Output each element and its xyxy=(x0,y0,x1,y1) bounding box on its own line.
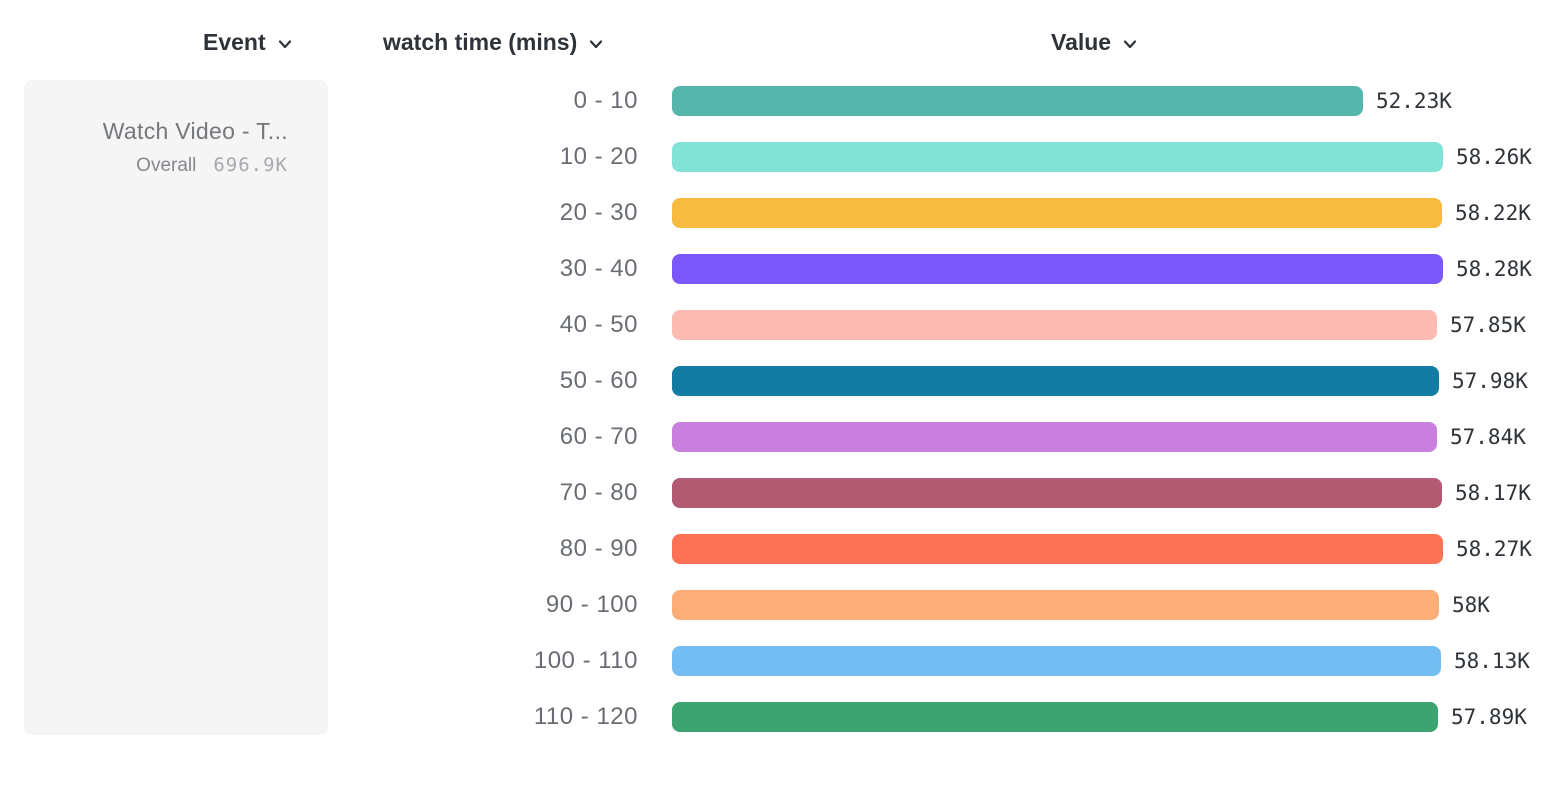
chart-row: 70 - 80 58.17K xyxy=(0,478,1568,508)
value-bar[interactable] xyxy=(672,366,1439,396)
value-bar[interactable] xyxy=(672,478,1442,508)
value-bar[interactable] xyxy=(672,534,1443,564)
bar-chart: 0 - 10 52.23K 10 - 20 58.26K 20 - 30 58.22K 30… xyxy=(0,86,1568,758)
bucket-label: 30 - 40 xyxy=(559,255,638,282)
event-column-header[interactable]: Event xyxy=(203,26,293,58)
bucket-label: 40 - 50 xyxy=(559,311,638,338)
chart-row: 30 - 40 58.28K xyxy=(0,254,1568,284)
chart-row: 40 - 50 57.85K xyxy=(0,310,1568,340)
bucket-label: 10 - 20 xyxy=(559,143,638,170)
event-title: Watch Video - T... xyxy=(102,118,288,144)
value-bar[interactable] xyxy=(672,254,1443,284)
value-bar[interactable] xyxy=(672,86,1363,116)
value-label: 57.89K xyxy=(1451,705,1527,729)
bucket-label: 70 - 80 xyxy=(559,479,638,506)
value-bar[interactable] xyxy=(672,198,1442,228)
value-label: 58.28K xyxy=(1456,257,1532,281)
value-label: 58.26K xyxy=(1456,145,1532,169)
value-label: 57.85K xyxy=(1450,313,1526,337)
value-label: 52.23K xyxy=(1376,89,1452,113)
bucket-label: 100 - 110 xyxy=(533,647,638,674)
chevron-down-icon xyxy=(277,36,293,52)
value-label: 57.98K xyxy=(1452,369,1528,393)
overall-label: Overall xyxy=(136,155,197,176)
value-bar[interactable] xyxy=(672,646,1441,676)
value-label: 57.84K xyxy=(1450,425,1526,449)
value-bar[interactable] xyxy=(672,422,1437,452)
overall-value: 696.9K xyxy=(213,154,288,176)
bucket-label: 60 - 70 xyxy=(559,423,638,450)
bucket-label: 50 - 60 xyxy=(559,367,638,394)
chart-row: 10 - 20 58.26K xyxy=(0,142,1568,172)
value-column-header[interactable]: Value xyxy=(1051,26,1138,58)
value-bar[interactable] xyxy=(672,590,1439,620)
chevron-down-icon xyxy=(1122,36,1138,52)
chart-row: 100 - 110 58.13K xyxy=(0,646,1568,676)
event-column-label: Event xyxy=(203,28,266,55)
chart-row: 80 - 90 58.27K xyxy=(0,534,1568,564)
bucket-label: 0 - 10 xyxy=(573,87,638,114)
breakdown-column-label: watch time (mins) xyxy=(383,28,578,55)
value-label: 58.13K xyxy=(1454,649,1530,673)
breakdown-column-header[interactable]: watch time (mins) xyxy=(383,26,604,58)
chart-row: 20 - 30 58.22K xyxy=(0,198,1568,228)
value-label: 58K xyxy=(1452,593,1490,617)
chart-row: 60 - 70 57.84K xyxy=(0,422,1568,452)
chevron-down-icon xyxy=(588,36,604,52)
value-bar[interactable] xyxy=(672,142,1443,172)
value-column-label: Value xyxy=(1051,28,1112,55)
chart-row: 50 - 60 57.98K xyxy=(0,366,1568,396)
bucket-label: 20 - 30 xyxy=(559,199,638,226)
bucket-label: 110 - 120 xyxy=(533,703,638,730)
event-card[interactable]: Watch Video - T... Overall 696.9K xyxy=(24,80,328,735)
value-label: 58.22K xyxy=(1455,201,1531,225)
chart-row: 90 - 100 58K xyxy=(0,590,1568,620)
value-bar[interactable] xyxy=(672,702,1438,732)
chart-row: 0 - 10 52.23K xyxy=(0,86,1568,116)
chart-row: 110 - 120 57.89K xyxy=(0,702,1568,732)
bucket-label: 90 - 100 xyxy=(545,591,638,618)
value-label: 58.27K xyxy=(1456,537,1532,561)
value-label: 58.17K xyxy=(1455,481,1531,505)
overall-row: Overall 696.9K xyxy=(24,154,288,177)
value-bar[interactable] xyxy=(672,310,1437,340)
bucket-label: 80 - 90 xyxy=(559,535,638,562)
